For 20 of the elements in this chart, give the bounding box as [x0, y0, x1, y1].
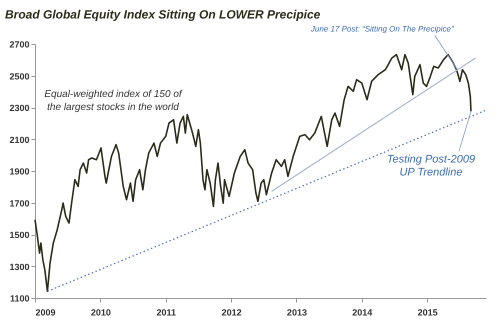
x-tick-label: 2014: [352, 308, 372, 318]
y-tick-label: 2700: [9, 40, 30, 50]
y-tick-label: 2100: [9, 134, 30, 145]
annotation: June 17 Post: “Sitting On The Precipice”: [310, 24, 454, 34]
x-tick-label: 2015: [418, 308, 438, 318]
y-tick-label: 1700: [9, 198, 30, 208]
x-tick-label: 2009: [36, 308, 56, 318]
y-tick-label: 2300: [9, 103, 30, 113]
annotation: Testing Post-2009 UP Trendline: [386, 153, 476, 178]
y-tick-label: 1300: [9, 262, 30, 272]
x-tick-label: 2010: [90, 308, 111, 318]
y-tick-label: 1100: [10, 294, 30, 304]
x-tick-label: 2012: [222, 308, 242, 318]
y-tick-label: 2500: [9, 71, 30, 82]
x-tick-label: 2013: [286, 308, 307, 318]
annotation: Equal-weighted index of 150 of the largest stocks in the world: [44, 89, 183, 113]
x-tick-label: 2011: [156, 308, 176, 318]
chart-title: Broad Global Equity Index Sitting On LOWER Precipice: [4, 7, 321, 22]
y-tick-label: 1500: [9, 230, 30, 240]
y-tick-label: 1900: [9, 166, 30, 176]
